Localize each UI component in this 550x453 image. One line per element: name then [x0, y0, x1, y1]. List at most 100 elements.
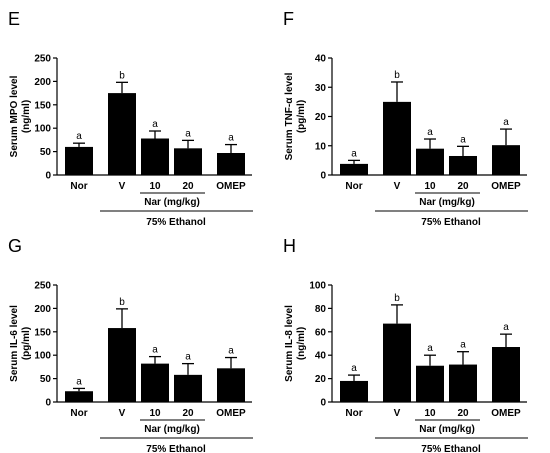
y-tick-label: 100 [34, 124, 51, 135]
category-label: 20 [457, 408, 469, 419]
y-axis-label: Serum MPO level [9, 75, 20, 157]
significance-label: b [394, 293, 400, 304]
bar [174, 374, 202, 402]
panel-letter: H [283, 236, 296, 256]
y-tick-label: 50 [40, 374, 52, 385]
y-axis-label: Serum TNF-α level [284, 72, 295, 160]
bar [108, 93, 136, 175]
sub-group-label: Nar (mg/kg) [419, 424, 475, 435]
category-label: OMEP [216, 408, 246, 419]
category-label: 10 [149, 408, 161, 419]
group-label: 75% Ethanol [421, 217, 481, 228]
significance-label: a [427, 343, 433, 354]
bar [383, 101, 411, 175]
category-label: Nor [70, 408, 87, 419]
category-label: 10 [149, 181, 161, 192]
y-tick-label: 150 [34, 327, 51, 338]
category-label: V [119, 181, 126, 192]
category-label: OMEP [491, 181, 521, 192]
y-tick-label: 40 [315, 351, 327, 362]
category-label: 20 [182, 408, 194, 419]
category-label: 10 [424, 408, 436, 419]
bar [141, 363, 169, 402]
y-tick-label: 80 [315, 304, 327, 315]
sub-group-label: Nar (mg/kg) [144, 197, 200, 208]
panel-e: E Serum MPO level (ng/ml) 0 50 100 150 200 250 a N… [0, 0, 275, 228]
y-tick-label: 20 [315, 374, 327, 385]
y-axis-unit: (ng/ml) [21, 100, 32, 133]
bar [449, 155, 477, 175]
bar [108, 328, 136, 402]
significance-label: a [76, 131, 82, 142]
panel-g: G Serum IL-6 level (pg/ml) 0 50 100 150 200 250 a… [0, 227, 275, 453]
y-axis-label: Serum IL-6 level [9, 305, 20, 382]
chart-h: H Serum IL-8 level (ng/ml) 0 20 40 60 80 100 a Nor… [283, 236, 528, 453]
significance-label: a [185, 128, 191, 139]
group-label: 75% Ethanol [146, 444, 206, 453]
significance-label: a [152, 119, 158, 130]
chart-f: F Serum TNF-α level (pg/ml) 0 10 20 30 40 a Nor b V… [283, 9, 528, 228]
bar [217, 368, 245, 402]
y-tick-label: 50 [40, 147, 52, 158]
panel-f: F Serum TNF-α level (pg/ml) 0 10 20 30 40 a Nor b V… [275, 0, 550, 228]
significance-label: a [351, 363, 357, 374]
bar [141, 138, 169, 175]
significance-label: a [503, 322, 509, 333]
bar [416, 148, 444, 175]
category-label: OMEP [216, 181, 246, 192]
y-axis-label: Serum IL-8 level [284, 305, 295, 382]
y-tick-label: 40 [315, 54, 327, 65]
y-tick-label: 0 [320, 171, 326, 182]
category-label: Nor [345, 181, 362, 192]
panel-h: H Serum IL-8 level (ng/ml) 0 20 40 60 80 100 a Nor… [275, 227, 550, 453]
category-label: 20 [457, 181, 469, 192]
bar [65, 391, 93, 402]
significance-label: b [394, 70, 400, 81]
significance-label: a [228, 346, 234, 357]
category-label: V [119, 408, 126, 419]
y-axis-unit: (pg/ml) [296, 100, 307, 133]
panel-letter: E [8, 9, 20, 29]
bar [217, 153, 245, 175]
y-axis-unit: (pg/ml) [21, 327, 32, 360]
significance-label: a [185, 352, 191, 363]
significance-label: a [228, 133, 234, 144]
panel-letter: F [283, 9, 294, 29]
bar [174, 148, 202, 175]
sub-group-label: Nar (mg/kg) [419, 197, 475, 208]
significance-label: a [460, 340, 466, 351]
y-axis-unit: (ng/ml) [296, 327, 307, 360]
category-label: OMEP [491, 408, 521, 419]
significance-label: a [351, 148, 357, 159]
bar [449, 364, 477, 402]
y-tick-label: 100 [309, 281, 326, 292]
category-label: 20 [182, 181, 194, 192]
bar [383, 323, 411, 402]
category-label: Nor [70, 181, 87, 192]
y-tick-label: 60 [315, 327, 327, 338]
significance-label: a [152, 345, 158, 356]
group-label: 75% Ethanol [421, 444, 481, 453]
y-tick-label: 200 [34, 304, 51, 315]
bar [492, 347, 520, 402]
bar [340, 380, 368, 402]
y-tick-label: 20 [315, 112, 327, 123]
sub-group-label: Nar (mg/kg) [144, 424, 200, 435]
bar [416, 365, 444, 402]
y-tick-label: 250 [34, 54, 51, 65]
significance-label: a [427, 127, 433, 138]
category-label: Nor [345, 408, 362, 419]
significance-label: a [460, 134, 466, 145]
y-tick-label: 30 [315, 83, 327, 94]
significance-label: a [76, 376, 82, 387]
bar [492, 145, 520, 175]
y-tick-label: 0 [320, 398, 326, 409]
category-label: V [394, 181, 401, 192]
y-tick-label: 0 [45, 398, 51, 409]
y-tick-label: 0 [45, 171, 51, 182]
panel-letter: G [8, 236, 22, 256]
bar [340, 163, 368, 175]
significance-label: b [119, 297, 125, 308]
y-tick-label: 10 [315, 141, 327, 152]
y-tick-label: 100 [34, 351, 51, 362]
